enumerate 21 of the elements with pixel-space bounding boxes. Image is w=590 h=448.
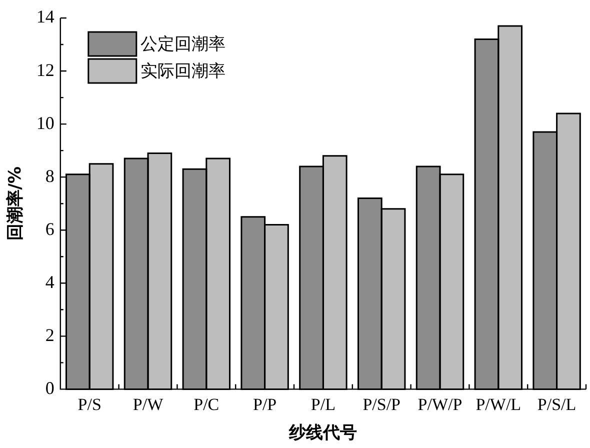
y-tick-label: 10 xyxy=(36,112,54,133)
x-tick-label: P/L xyxy=(310,394,336,414)
y-tick-label: 0 xyxy=(45,378,54,398)
y-tick-label: 14 xyxy=(36,6,54,27)
y-tick-label: 12 xyxy=(36,60,54,80)
y-tick-label: 6 xyxy=(45,218,54,239)
y-tick-label: 4 xyxy=(45,272,54,292)
x-tick-label: P/W/L xyxy=(476,394,522,414)
x-tick-label: P/S/P xyxy=(362,394,401,414)
x-tick-label: P/C xyxy=(194,394,220,414)
y-tick-label: 8 xyxy=(45,166,54,186)
x-tick-label: P/W xyxy=(132,394,164,414)
x-tick-label: P/S/L xyxy=(537,394,576,414)
y-tick-label: 2 xyxy=(45,324,54,345)
x-tick-label: P/W/P xyxy=(418,394,462,414)
y-axis-title: 回潮率/% xyxy=(6,166,26,241)
x-axis-title: 纱线代号 xyxy=(288,423,358,444)
x-tick-label: P/P xyxy=(252,394,277,414)
x-tick-label: P/S xyxy=(78,394,102,414)
legend-label: 实际回潮率 xyxy=(140,61,226,82)
legend-label: 公定回潮率 xyxy=(140,34,226,54)
